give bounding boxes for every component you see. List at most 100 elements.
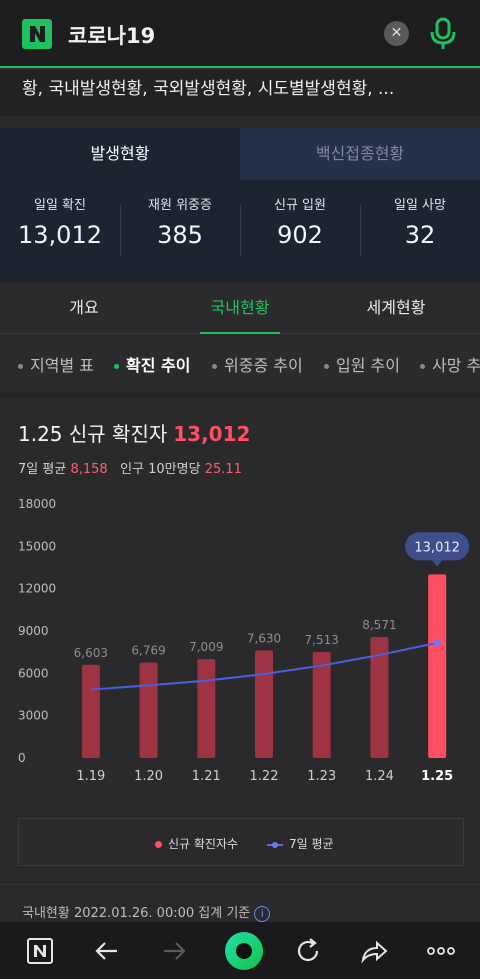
footnote: 국내현황 2022.01.26. 00:00 집계 기준 i xyxy=(0,884,480,922)
bar-value-label: 8,571 xyxy=(362,618,396,632)
bar xyxy=(139,662,158,758)
divider xyxy=(360,204,361,256)
y-tick-label: 9000 xyxy=(18,624,49,638)
subtab-critical-trend[interactable]: 위중증 추이 xyxy=(212,352,303,376)
legend-item-7day-avg[interactable]: 7일 평균 xyxy=(267,835,334,852)
naver-home-icon[interactable] xyxy=(23,934,57,968)
bar xyxy=(197,659,216,758)
stat-daily-confirmed: 일일 확진 13,012 xyxy=(0,194,120,249)
y-tick-label: 12000 xyxy=(18,582,56,596)
section-separator xyxy=(0,392,480,398)
avg-value: 8,158 xyxy=(70,462,108,477)
y-tick-label: 6000 xyxy=(18,666,49,680)
clear-search-icon[interactable]: ✕ xyxy=(384,21,409,46)
stat-value: 902 xyxy=(277,221,323,249)
avg-label: 7일 평균 xyxy=(18,462,67,477)
bullet-icon xyxy=(114,364,119,369)
stat-daily-deaths: 일일 사망 32 xyxy=(360,194,480,249)
x-tick-label: 1.21 xyxy=(192,769,221,784)
stat-new-admission: 신규 입원 902 xyxy=(240,194,360,249)
x-tick-label: 1.25 xyxy=(421,769,453,784)
bullet-icon xyxy=(18,364,23,369)
subtab-label: 입원 추이 xyxy=(336,356,400,375)
category-tabs: 개요 국내현황 세계현황 xyxy=(0,282,480,334)
bar-value-label: 6,603 xyxy=(74,646,108,660)
highlight-bubble xyxy=(405,532,470,561)
stat-value: 385 xyxy=(157,221,203,249)
stat-label: 재원 위중증 xyxy=(148,198,212,213)
green-dot-home-icon[interactable] xyxy=(223,930,265,972)
pop-value: 25.11 xyxy=(204,462,242,477)
confirmed-cases-chart[interactable]: 0 3000 6000 9000 12000 15000 18000 6,603 6,769 7,… xyxy=(0,398,480,808)
bullet-icon xyxy=(324,364,329,369)
chart-legend: 신규 확진자수 7일 평균 xyxy=(18,818,464,866)
bar-value-label: 7,630 xyxy=(247,631,281,645)
subtab-region-table[interactable]: 지역별 표 xyxy=(18,352,94,376)
forward-arrow-icon xyxy=(164,942,186,960)
subtab-confirmed-trend[interactable]: 확진 추이 xyxy=(114,352,190,376)
divider xyxy=(120,204,121,256)
x-tick-label: 1.24 xyxy=(365,769,394,784)
bar xyxy=(81,664,100,758)
legend-label: 신규 확진자수 xyxy=(168,837,239,851)
tab-outbreak-status[interactable]: 발생현황 xyxy=(0,128,240,180)
tab-domestic[interactable]: 국내현황 xyxy=(160,282,320,334)
x-tick-label: 1.19 xyxy=(76,769,105,784)
headline-count: 13,012 xyxy=(173,422,251,446)
microphone-icon[interactable] xyxy=(428,16,458,52)
refresh-icon[interactable] xyxy=(291,934,325,968)
stat-value: 13,012 xyxy=(18,221,102,249)
y-tick-label: 3000 xyxy=(18,709,49,723)
avg-line xyxy=(90,641,438,691)
x-tick-label: 1.20 xyxy=(134,769,163,784)
stat-critical: 재원 위중증 385 xyxy=(120,194,240,249)
search-query[interactable]: 코로나19 xyxy=(68,24,156,48)
y-tick-label: 18000 xyxy=(18,497,56,511)
bar-value-label: 6,769 xyxy=(131,643,165,657)
legend-item-confirmed[interactable]: 신규 확진자수 xyxy=(155,835,238,852)
legend-dot-icon xyxy=(155,841,162,848)
bar xyxy=(428,574,447,758)
stat-label: 신규 입원 xyxy=(274,198,326,213)
bullet-icon xyxy=(212,364,217,369)
subtab-label: 위중증 추이 xyxy=(224,356,303,375)
more-menu-icon[interactable] xyxy=(424,934,458,968)
subtab-label: 확진 추이 xyxy=(126,356,191,375)
legend-line-icon xyxy=(267,841,283,848)
sub-tabs: 지역별 표 확진 추이 위중증 추이 입원 추이 사망 추이 xyxy=(0,336,480,392)
chart-subline: 7일 평균 8,158 인구 10만명당 25.11 xyxy=(18,458,242,477)
x-tick-label: 1.23 xyxy=(307,769,336,784)
legend-label: 7일 평균 xyxy=(289,837,334,851)
search-bar: 코로나19 ✕ xyxy=(0,0,480,68)
subtab-label: 지역별 표 xyxy=(30,356,94,375)
browser-bottom-bar xyxy=(0,922,480,979)
bar xyxy=(312,651,331,758)
divider xyxy=(240,204,241,256)
chart-section: 1.25 신규 확진자 13,012 7일 평균 8,158 인구 10만명당 2… xyxy=(0,398,480,922)
y-tick-label: 0 xyxy=(18,751,26,765)
bubble-pointer xyxy=(432,560,443,567)
naver-logo-icon[interactable] xyxy=(22,19,52,49)
headline-title: 1.25 신규 확진자 xyxy=(18,422,168,446)
related-keywords[interactable]: 황, 국내발생현황, 국외발생현황, 시도별발생현황, ... xyxy=(0,70,480,116)
tab-vaccination-status[interactable]: 백신접종현황 xyxy=(240,128,480,180)
subtab-death-trend[interactable]: 사망 추이 xyxy=(420,352,480,376)
x-tick-label: 1.22 xyxy=(250,769,279,784)
bar xyxy=(370,637,389,758)
tab-overview[interactable]: 개요 xyxy=(69,298,99,317)
stat-label: 일일 사망 xyxy=(394,198,446,213)
bar-value-label: 7,009 xyxy=(189,640,223,654)
info-icon[interactable]: i xyxy=(254,905,271,922)
stat-value: 32 xyxy=(404,221,436,249)
stat-label: 일일 확진 xyxy=(34,198,86,213)
bar xyxy=(255,650,273,758)
pop-label: 인구 10만명당 xyxy=(120,462,201,477)
bar-value-label: 7,513 xyxy=(305,633,339,647)
footnote-text: 국내현황 2022.01.26. 00:00 집계 기준 xyxy=(22,906,251,921)
share-icon[interactable] xyxy=(357,934,391,968)
subtab-admission-trend[interactable]: 입원 추이 xyxy=(324,352,400,376)
y-tick-label: 15000 xyxy=(18,539,56,553)
back-arrow-icon[interactable] xyxy=(90,934,124,968)
subtab-label: 사망 추이 xyxy=(432,356,480,375)
tab-world[interactable]: 세계현황 xyxy=(366,298,426,317)
